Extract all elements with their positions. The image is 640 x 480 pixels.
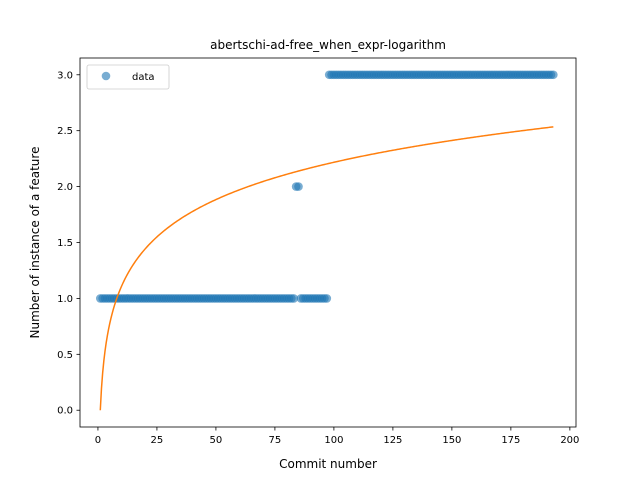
x-tick-label: 200 <box>560 435 579 446</box>
x-tick-label: 0 <box>95 435 101 446</box>
x-tick-label: 100 <box>324 435 343 446</box>
x-tick-label: 150 <box>442 435 461 446</box>
y-tick-label: 1.5 <box>57 238 73 249</box>
chart-title: abertschi-ad-free_when_expr-logarithm <box>210 38 446 52</box>
data-point <box>289 294 299 303</box>
legend: data <box>86 64 170 90</box>
y-tick-label: 2.0 <box>57 182 73 193</box>
x-tick-label: 50 <box>210 435 223 446</box>
y-tick-label: 2.5 <box>57 126 73 137</box>
data-point <box>322 294 332 303</box>
x-tick-label: 75 <box>269 435 282 446</box>
x-tick-label: 125 <box>383 435 402 446</box>
x-tick-label: 25 <box>151 435 164 446</box>
y-tick-label: 1.0 <box>57 294 73 305</box>
plot-area <box>95 70 558 411</box>
data-point <box>549 70 558 80</box>
data-point <box>294 182 303 191</box>
x-tick-label: 175 <box>501 435 520 446</box>
legend-marker <box>101 71 111 81</box>
y-axis: 0.0 0.5 1.0 1.5 2.0 2.5 3.0 <box>57 70 80 417</box>
plot-frame <box>79 57 577 428</box>
legend-label-data: data <box>132 72 155 83</box>
x-axis-label: Commit number <box>279 457 377 471</box>
y-tick-label: 3.0 <box>57 70 73 81</box>
legend-box <box>86 64 170 90</box>
y-tick-label: 0.0 <box>57 406 73 417</box>
fit-line <box>99 126 554 411</box>
x-axis: 0 25 50 75 100 125 150 175 200 <box>95 427 579 446</box>
y-tick-label: 0.5 <box>57 350 73 361</box>
y-axis-label: Number of instance of a feature <box>28 147 42 339</box>
